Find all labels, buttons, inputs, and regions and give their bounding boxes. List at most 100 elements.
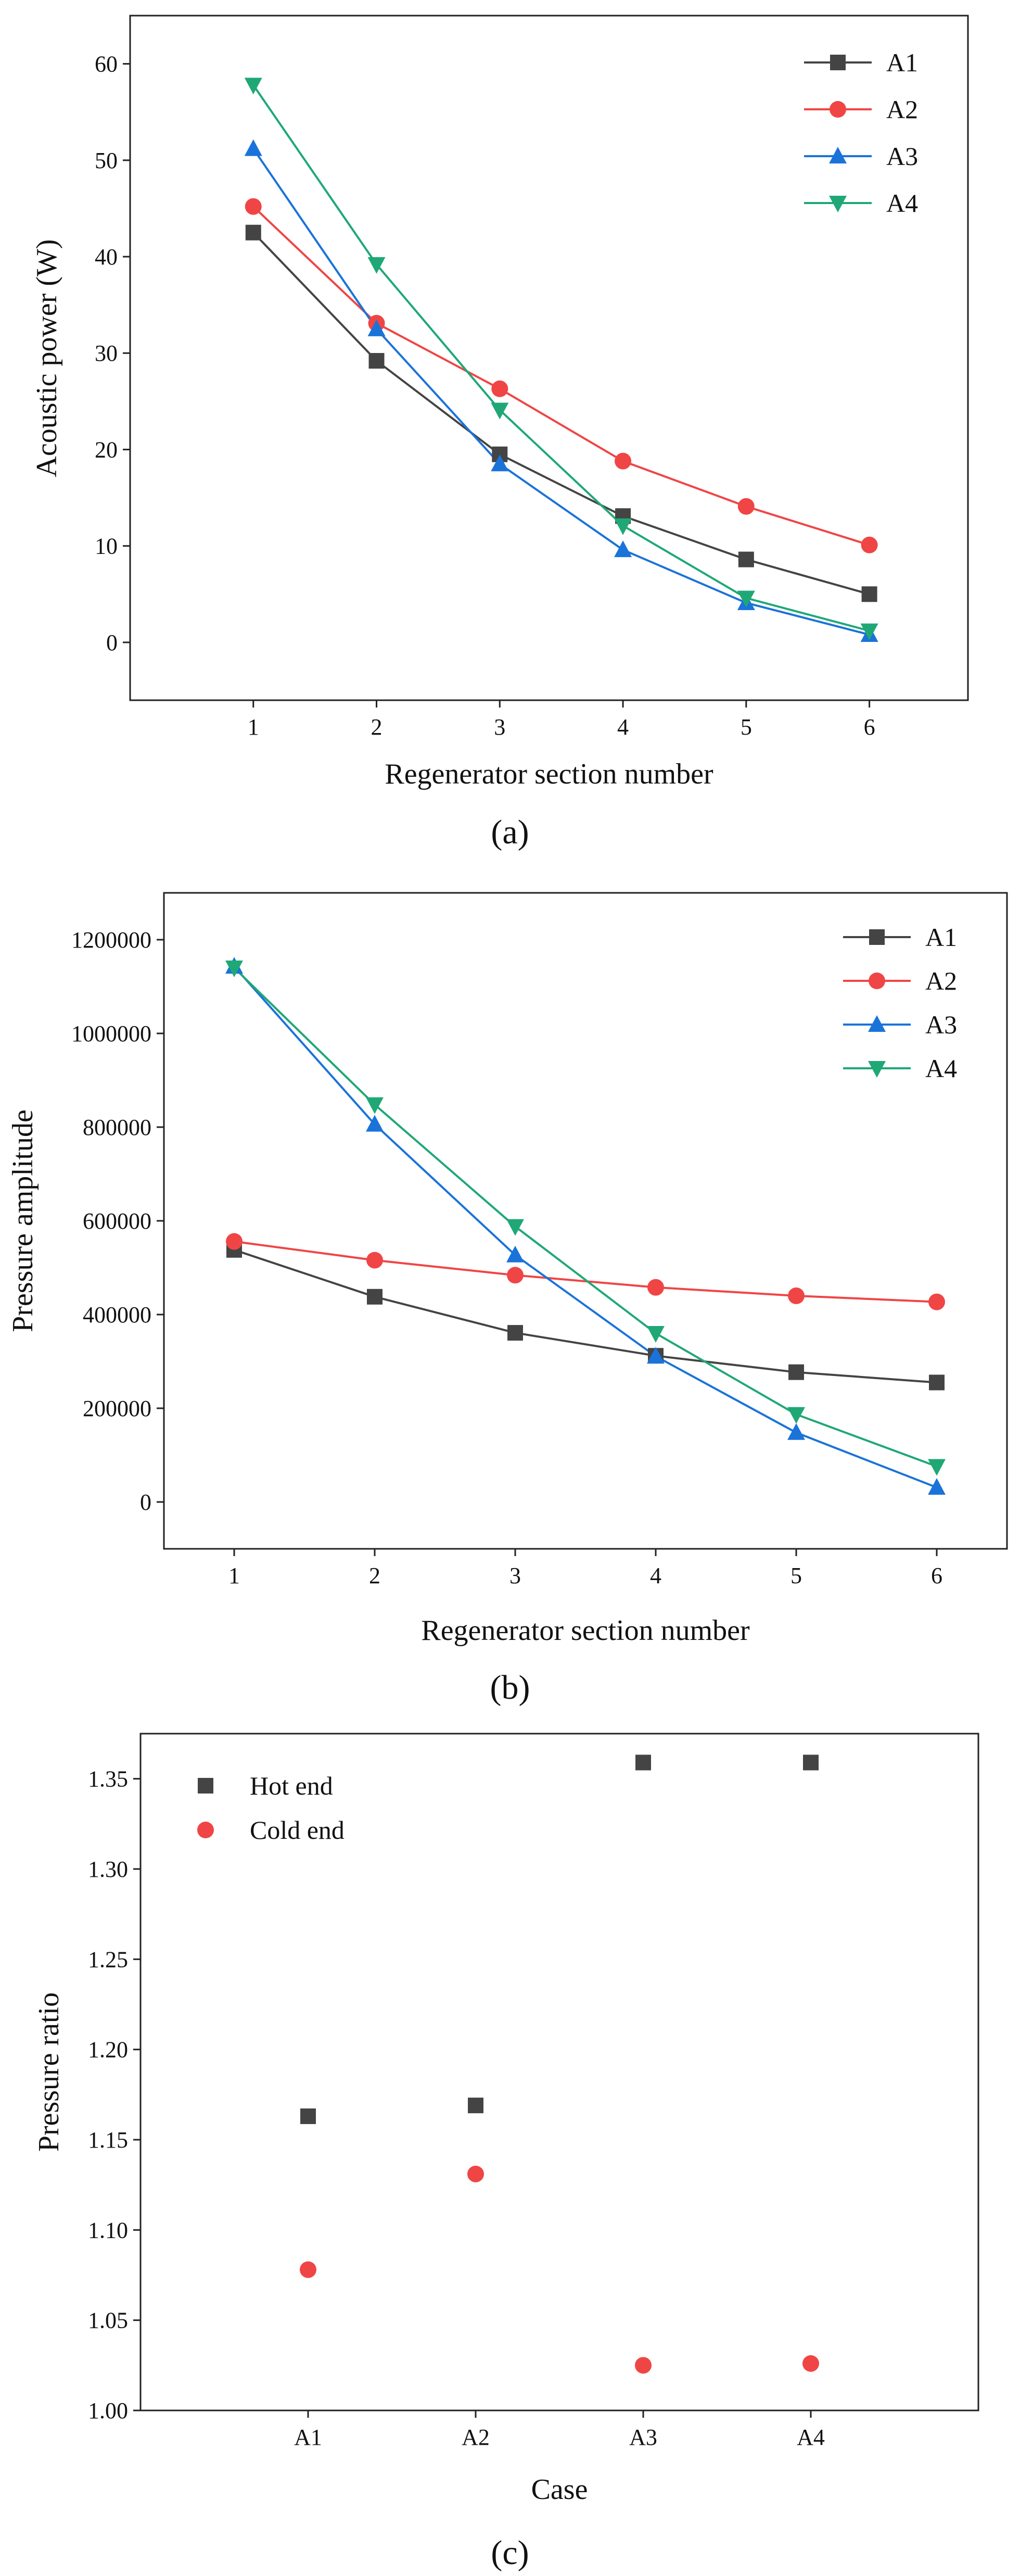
data-point-a1	[245, 224, 261, 241]
data-point-a1	[368, 353, 385, 369]
panel-label-b: (b)	[490, 1669, 530, 1707]
data-point-a3	[366, 1115, 384, 1132]
y-axis-title-b: Pressure amplitude	[7, 1109, 39, 1332]
data-point-a2	[507, 1267, 524, 1284]
data-point-a3	[367, 319, 386, 336]
y-axis-title-c: Pressure ratio	[33, 1992, 65, 2152]
chart-pressure-ratio: 1.00 1.05 1.10 1.15 1.20 1.25 1.30 1.35 A1 A2 A3 A4…	[33, 1733, 979, 2572]
data-point-a4	[787, 1407, 805, 1424]
y-tick-label: 200000	[83, 1396, 151, 1421]
x-tick-label: 4	[617, 714, 629, 740]
x-tick-label: 1	[228, 1563, 240, 1588]
series-lines-a	[252, 84, 870, 636]
x-tick-label: 4	[650, 1563, 661, 1588]
data-point-hot-end	[468, 2098, 483, 2114]
legend-b: A1 A2 A3 A4	[843, 923, 957, 1083]
y-tick-label: 1000000	[71, 1021, 151, 1046]
data-point-a2	[245, 198, 262, 215]
y-tick-label: 40	[95, 244, 118, 270]
y-tick-label: 60	[95, 52, 118, 77]
data-point-a4	[225, 961, 243, 977]
legend-marker-a4	[868, 1061, 886, 1078]
legend-marker-a3	[868, 1015, 886, 1032]
x-tick-label: A3	[629, 2425, 657, 2450]
data-point-a1	[507, 1325, 523, 1341]
chart-pressure-amplitude: 0 200000 400000 600000 800000 1000000 1200000 1…	[7, 892, 1008, 1707]
legend-label-a2: A2	[925, 966, 957, 995]
legend-marker-cold-end	[197, 1822, 214, 1838]
legend-label-a2: A2	[886, 95, 918, 124]
data-point-a2	[366, 1252, 383, 1269]
series-line-a4	[252, 84, 870, 632]
data-point-a4	[614, 518, 632, 535]
y-tick-label: 1.10	[88, 2217, 128, 2243]
x-tick-label: 1	[248, 714, 259, 740]
series-markers-a	[244, 78, 878, 642]
data-point-a2	[226, 1233, 243, 1250]
legend-marker-a4	[829, 196, 847, 212]
data-point-a4	[860, 623, 878, 640]
data-point-a2	[737, 498, 755, 515]
series-line-a3	[252, 148, 870, 636]
y-tick-label: 1.00	[88, 2398, 128, 2423]
x-tick-label: 6	[864, 714, 875, 740]
x-axis-title-b: Regenerator section number	[421, 1614, 750, 1647]
series-line-a2	[252, 206, 870, 546]
x-tick-label: A4	[797, 2425, 825, 2450]
data-point-cold-end	[300, 2261, 316, 2278]
y-tick-label: 10	[95, 534, 118, 559]
y-tick-label: 1200000	[71, 927, 151, 953]
data-point-a2	[861, 536, 878, 553]
data-point-a4	[928, 1459, 946, 1476]
data-point-a2	[491, 380, 508, 397]
series-markers-b	[225, 957, 946, 1495]
panel-label-c: (c)	[491, 2534, 529, 2572]
x-tick-label: 2	[371, 714, 382, 740]
y-tick-label: 0	[106, 630, 118, 655]
legend-label-a4: A4	[925, 1054, 957, 1083]
data-point-a4	[366, 1097, 384, 1114]
data-point-a3	[506, 1245, 524, 1262]
legend-c: Hot end Cold end	[197, 1771, 345, 1845]
legend-label-a3: A3	[925, 1010, 957, 1039]
data-point-hot-end	[635, 1754, 651, 1771]
x-tick-label: 2	[369, 1563, 380, 1588]
x-tick-label: A1	[294, 2425, 322, 2450]
legend-marker-a1	[869, 929, 885, 945]
y-tick-label: 800000	[83, 1115, 151, 1140]
series-markers-c	[300, 1754, 819, 2374]
data-point-a3	[928, 1478, 946, 1495]
plot-frame-a	[129, 15, 969, 701]
legend-a: A1 A2 A3 A4	[804, 48, 918, 218]
data-point-a2	[928, 1293, 945, 1310]
axis-ticks-b: 0 200000 400000 600000 800000 1000000 1200000 1…	[71, 927, 942, 1588]
legend-marker-hot-end	[198, 1778, 213, 1794]
data-point-hot-end	[803, 1754, 819, 1771]
x-axis-title-c: Case	[531, 2473, 588, 2506]
data-point-a2	[788, 1287, 805, 1304]
series-line-a4	[233, 967, 937, 1468]
data-point-a4	[244, 78, 262, 95]
data-point-a3	[647, 1347, 665, 1364]
legend-label-a3: A3	[886, 142, 918, 171]
data-point-a1	[861, 586, 877, 602]
chart-acoustic-power: 0 10 20 30 40 50 60 1 2 3 4 5 6 A1 A2 A3 A4 Regenerator…	[31, 15, 969, 851]
y-tick-label: 1.15	[88, 2127, 128, 2153]
y-tick-label: 600000	[83, 1208, 151, 1234]
legend-marker-a1	[830, 55, 846, 70]
data-point-a4	[647, 1326, 665, 1343]
y-tick-label: 1.05	[88, 2308, 128, 2333]
data-point-a4	[737, 590, 755, 608]
series-line-a1	[252, 232, 870, 596]
x-tick-label: 5	[790, 1563, 802, 1588]
data-point-cold-end	[635, 2357, 652, 2374]
x-tick-label: 6	[931, 1563, 942, 1588]
data-point-a1	[788, 1364, 804, 1380]
legend-marker-a3	[829, 147, 847, 163]
y-tick-label: 1.25	[88, 1947, 128, 1972]
plot-frame-b	[163, 892, 1008, 1550]
plot-frame-c	[139, 1733, 979, 2411]
y-tick-label: 1.35	[88, 1766, 128, 1792]
data-point-a1	[929, 1374, 945, 1391]
legend-label-a1: A1	[925, 923, 957, 952]
